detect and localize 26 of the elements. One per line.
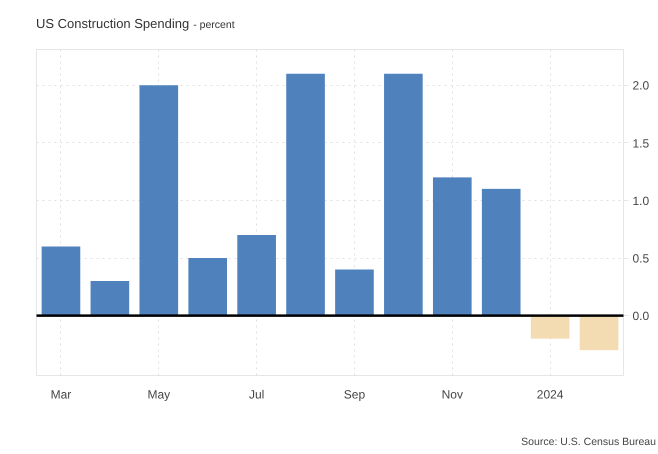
x-tick-label: Nov	[442, 388, 463, 402]
y-tick-label: 0.0	[632, 309, 650, 324]
x-tick-label: May	[147, 388, 170, 402]
y-tick-label: 1.0	[632, 194, 650, 208]
y-tick-label: 2.0	[632, 78, 650, 93]
x-tick-label: Mar	[50, 388, 72, 402]
bar	[482, 188, 521, 316]
chart-title: US Construction Spending	[36, 16, 190, 31]
bar	[335, 270, 374, 316]
bar	[42, 246, 80, 316]
x-tick-label: Sep	[344, 388, 366, 402]
bar	[580, 316, 618, 350]
bar	[237, 234, 276, 316]
bar	[188, 258, 228, 316]
bar	[286, 74, 325, 316]
bar	[139, 85, 178, 316]
source-note: Source: U.S. Census Bureau	[521, 435, 656, 449]
x-tick-label: Jul	[248, 388, 264, 402]
chart-subtitle: - percent	[193, 19, 235, 31]
y-tick-label: 0.5	[632, 252, 650, 266]
bar	[90, 281, 130, 316]
bar	[432, 177, 472, 316]
y-tick-label: 1.5	[632, 136, 650, 150]
bar	[530, 316, 570, 339]
x-tick-label: 2024	[536, 388, 564, 402]
bar	[384, 74, 423, 316]
